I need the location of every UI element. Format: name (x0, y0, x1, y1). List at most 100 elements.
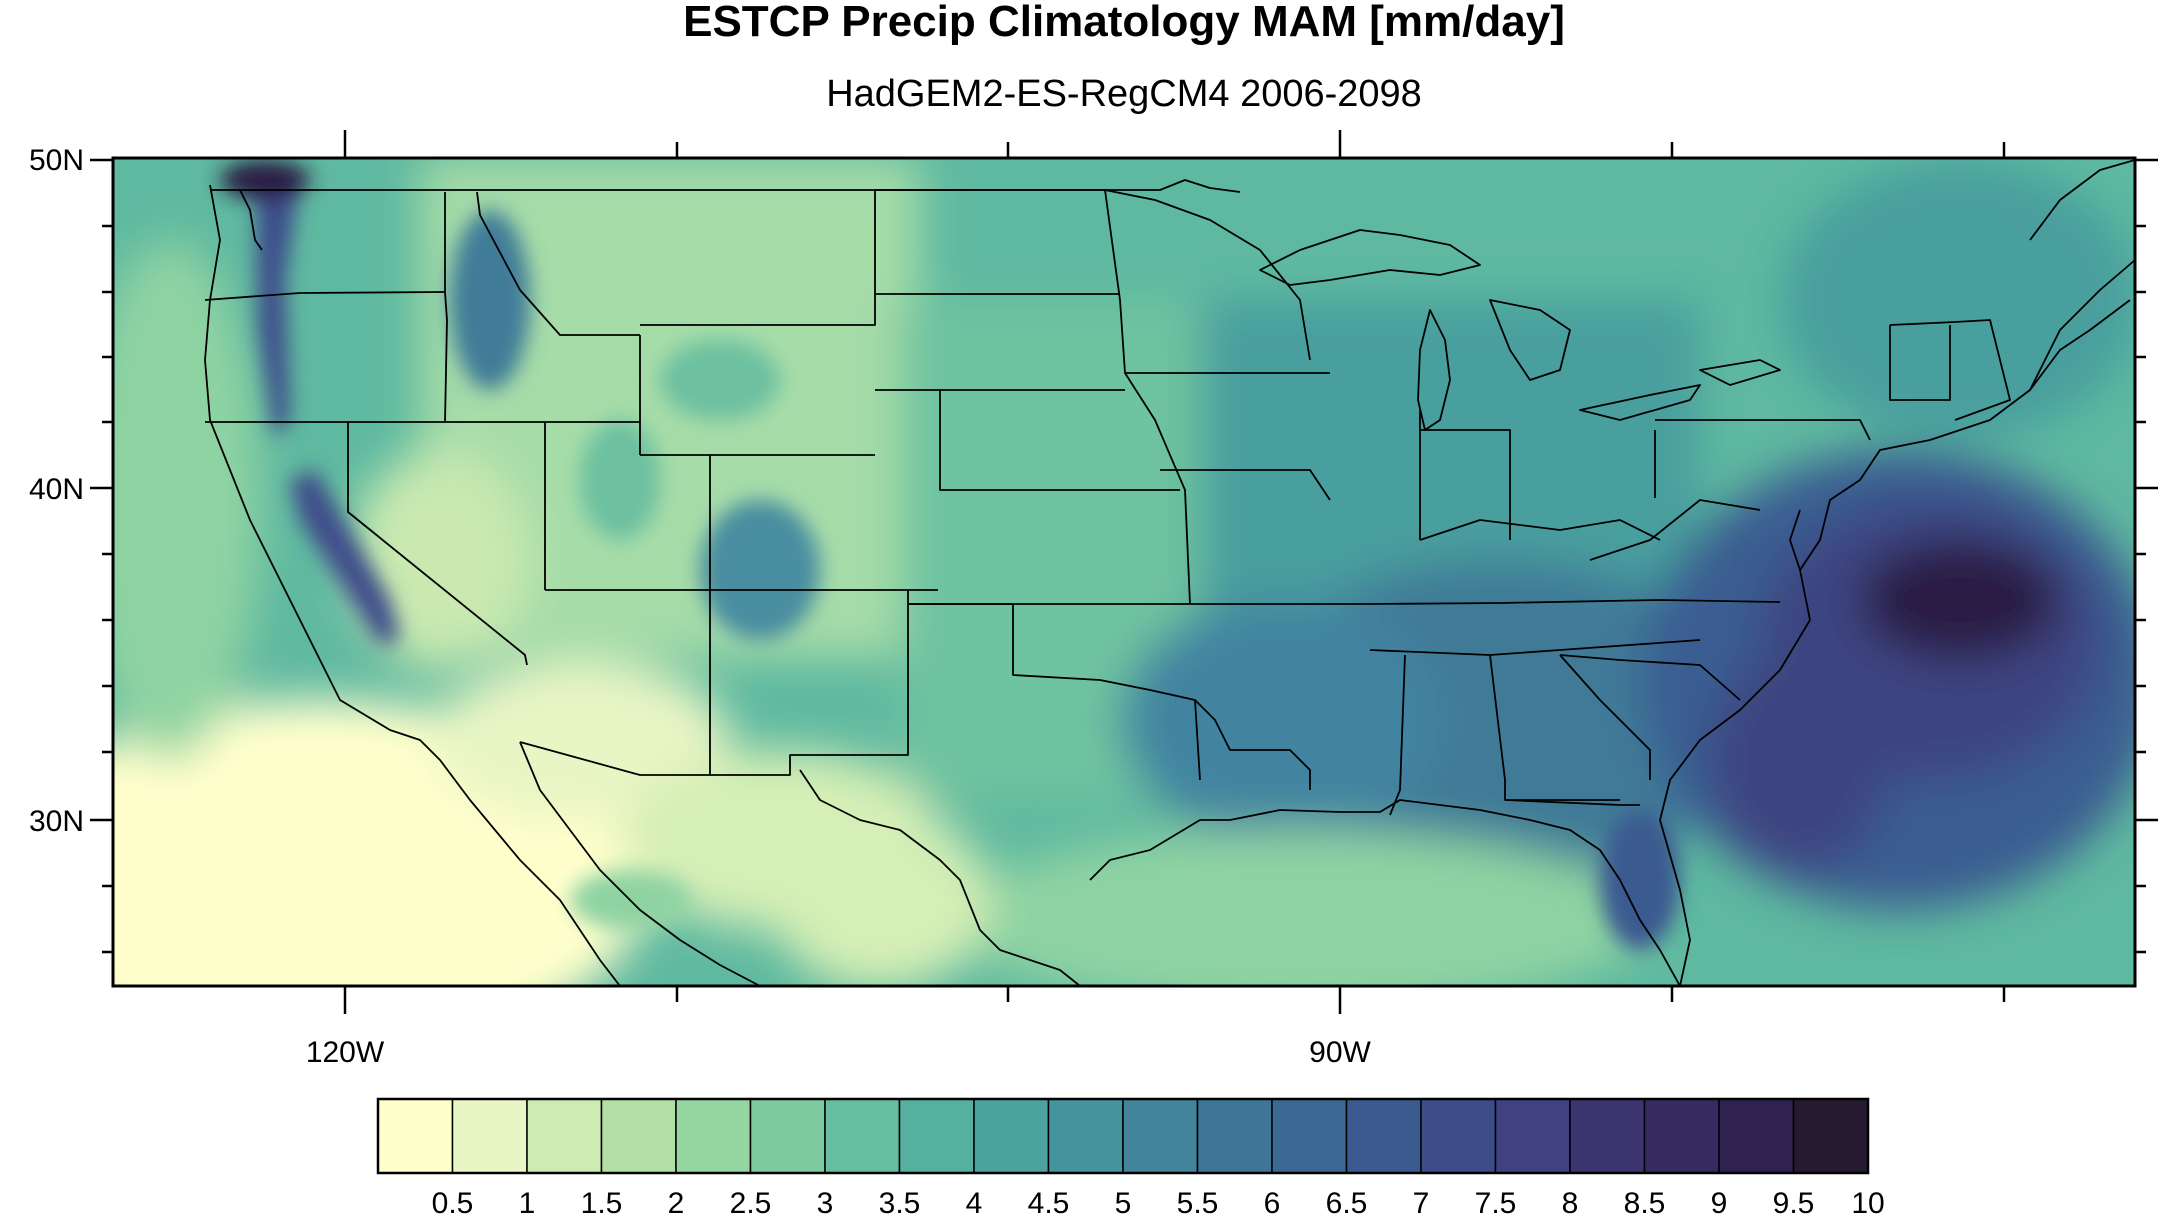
lake-erie (1579, 384, 1701, 421)
lake-superior (1259, 229, 1481, 286)
maine-north (2029, 159, 2135, 241)
colorbar-swatch (451, 1098, 528, 1174)
colorbar-frame (376, 1097, 1870, 1175)
colorbar-label: 2 (668, 1187, 685, 1220)
id-mt-border (476, 191, 640, 336)
lon-label-90w: 90W (1309, 1036, 1371, 1069)
field-atlantic-core (1860, 540, 2060, 660)
ms-al (1389, 654, 1406, 816)
chesapeake (1789, 509, 1801, 571)
tn-ky (1369, 599, 1781, 605)
colorbar-label: 7 (1413, 1187, 1430, 1220)
gulf-coast-tx (799, 769, 1081, 986)
colorbar-label: 8 (1562, 1187, 1579, 1220)
field-desert-az (430, 660, 730, 820)
colorbar-swatch (749, 1098, 826, 1174)
colorbar-swatch (1196, 1098, 1273, 1174)
colorbar-label: 1.5 (581, 1187, 623, 1220)
colorbar-swatch (1122, 1098, 1199, 1174)
colorbar-label: 3 (817, 1187, 834, 1220)
colorbar-swatch (377, 1098, 454, 1174)
field-florida (1600, 810, 1680, 950)
wv-va (1589, 499, 1761, 561)
ne-states (1889, 319, 2011, 421)
ms-tn (1369, 639, 1701, 656)
colorbar-swatch (675, 1098, 752, 1174)
sc-ga (1559, 654, 1651, 780)
colorbar-label: 9.5 (1773, 1187, 1815, 1220)
colorbar-swatch (1271, 1098, 1348, 1174)
pacific-coast (204, 184, 621, 986)
colorbar: 0.5 1 1.5 2 2.5 3 3.5 4 4.5 5 5.5 6 6.5 7 7.5 8 8.5 9 9.5 1… (376, 1097, 1885, 1220)
field-cascades (255, 170, 300, 440)
canada-border (210, 179, 1241, 193)
colorbar-label: 3.5 (879, 1187, 921, 1220)
field-northeast (1780, 160, 2135, 440)
gulf-coast (1089, 799, 1681, 986)
colorbar-swatch (1420, 1098, 1497, 1174)
pa-ny (1655, 419, 1871, 441)
ky-oh (1419, 519, 1661, 541)
field-wyoming (660, 340, 780, 420)
colorbar-swatch (1718, 1098, 1795, 1174)
field-texas-west (770, 810, 990, 986)
field-gulf (950, 830, 1650, 986)
colorbar-swatch (1569, 1098, 1646, 1174)
field-olympics (220, 160, 310, 200)
colorbar-swatch (1792, 1098, 1869, 1174)
ar-la (1194, 699, 1311, 790)
colorbar-swatch (1494, 1098, 1571, 1174)
puget-sound (239, 189, 263, 251)
florida-atlantic (1659, 299, 2131, 986)
mn-wi (1104, 189, 1311, 361)
colorbar-swatch (600, 1098, 677, 1174)
field-sierra (290, 470, 400, 645)
colorbar-label: 8.5 (1624, 1187, 1666, 1220)
colorbar-swatch (973, 1098, 1050, 1174)
map-subtitle: HadGEM2-ES-RegCM4 2006-2098 (826, 73, 1422, 115)
colorbar-label: 7.5 (1475, 1187, 1517, 1220)
nc-sc (1559, 654, 1741, 701)
lake-ontario (1699, 359, 1781, 386)
ny-vt (1889, 325, 1951, 401)
colorbar-swatch (1643, 1098, 1720, 1174)
colorbar-swatch (1345, 1098, 1422, 1174)
colorbar-label: 4.5 (1028, 1187, 1070, 1220)
plot-frame (111, 156, 2137, 988)
colorbar-label: 10 (1851, 1187, 1884, 1220)
lat-label-30n: 30N (29, 805, 84, 838)
in-oh (1420, 429, 1511, 540)
field-pacific (113, 240, 260, 760)
colorbar-label: 2.5 (730, 1187, 772, 1220)
colorbar-label: 6.5 (1326, 1187, 1368, 1220)
field-utah (580, 420, 660, 540)
precip-field (113, 158, 2135, 986)
lake-huron (1489, 299, 1571, 381)
field-colorado (700, 500, 820, 640)
field-nevada (350, 450, 530, 670)
lat-label-50n: 50N (29, 144, 84, 177)
ia-mo (1160, 469, 1331, 501)
colorbar-label: 6 (1264, 1187, 1281, 1220)
great-lakes (1259, 229, 1781, 431)
colorbar-label: 0.5 (432, 1187, 474, 1220)
ca-nv-border (347, 422, 528, 666)
colorbar-label: 4 (966, 1187, 983, 1220)
colorbar-label: 5.5 (1177, 1187, 1219, 1220)
colorbar-swatch (1047, 1098, 1124, 1174)
ga-fl (1504, 799, 1640, 806)
maine-coast (2029, 259, 2135, 391)
colorbar-swatch (898, 1098, 975, 1174)
colorbar-swatch (526, 1098, 603, 1174)
mt-wy (640, 190, 876, 326)
or-id-border (444, 291, 448, 423)
colorbar-swatch (824, 1098, 901, 1174)
axis-ticks (90, 130, 2158, 1014)
nm-tx (519, 590, 909, 776)
state-boundaries (204, 179, 2011, 816)
map-title: ESTCP Precip Climatology MAM [mm/day] (683, 0, 1565, 46)
colorbar-label: 1 (519, 1187, 536, 1220)
baja-gulf (519, 741, 761, 986)
lon-label-120w: 120W (306, 1036, 385, 1069)
